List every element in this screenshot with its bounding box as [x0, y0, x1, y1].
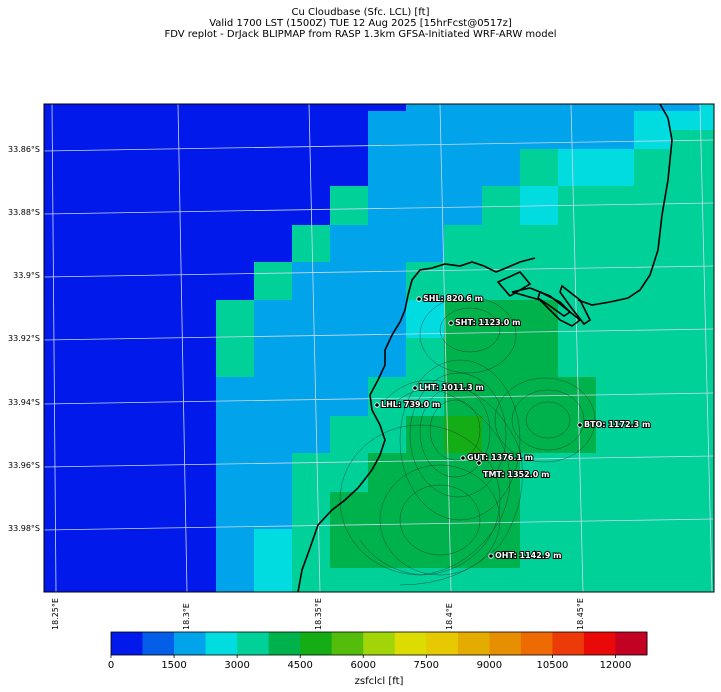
colorbar-tick-label: 7500: [413, 660, 440, 671]
colorbar-tick-label: 0: [107, 660, 115, 671]
station-marker: [460, 455, 466, 461]
station-label: LHL: 739.0 m: [381, 400, 440, 409]
station-marker: [488, 553, 494, 559]
station-label: TMT: 1352.0 m: [483, 470, 549, 479]
colorbar-frame: [110, 631, 648, 656]
station-marker: [412, 385, 418, 391]
lon-label: 18.35°E: [314, 598, 323, 630]
station-label: OHT: 1142.9 m: [495, 551, 562, 560]
station-label: SHL: 820.6 m: [423, 294, 483, 303]
lat-label: 33.96°S: [8, 461, 40, 470]
map-title-line-3: FDV replot - DrJack BLIPMAP from RASP 1.…: [164, 29, 557, 40]
graticule-lines: [43, 103, 715, 593]
cloudbase-grid-cells: [44, 104, 714, 592]
colorbar-label: zsfclcl [ft]: [354, 676, 404, 687]
colorbar: [110, 631, 648, 658]
map-title-line-1: Cu Cloudbase (Sfc. LCL) [ft]: [291, 7, 430, 18]
colorbar-tick-label: 10500: [536, 660, 569, 671]
station-label: BTO: 1172.3 m: [584, 420, 650, 429]
colorbar-segment: [174, 632, 207, 655]
station-marker: [476, 460, 482, 466]
colorbar-segment: [552, 632, 585, 655]
colorbar-segment: [489, 632, 522, 655]
colorbar-tick-label: 3000: [224, 660, 250, 671]
map-frame: [43, 103, 715, 593]
colorbar-tick-label: 12000: [599, 660, 632, 671]
colorbar-segment: [300, 632, 333, 655]
coastline: [297, 103, 673, 593]
lat-label: 33.86°S: [8, 145, 40, 154]
grid-cell: [216, 104, 700, 592]
grid-cell: [330, 492, 368, 568]
colorbar-segment: [142, 632, 175, 655]
colorbar-segment: [331, 632, 364, 655]
lon-label: 18.45°E: [576, 598, 585, 630]
station-label: LHT: 1011.3 m: [419, 383, 484, 392]
lat-label: 33.9°S: [13, 271, 40, 280]
grid-cell: [44, 104, 406, 592]
lat-label: 33.98°S: [8, 524, 40, 533]
station-marker: [374, 402, 380, 408]
colorbar-segment: [583, 632, 616, 655]
station-marker: [448, 320, 454, 326]
colorbar-segment: [426, 632, 459, 655]
lon-label: 18.25°E: [51, 598, 60, 630]
lon-label: 18.3°E: [182, 603, 191, 630]
colorbar-tick-label: 6000: [350, 660, 376, 671]
station-label: GUT: 1376.1 m: [467, 453, 533, 462]
lat-label: 33.88°S: [8, 208, 40, 217]
station-marker: [416, 296, 422, 302]
colorbar-segment: [457, 632, 490, 655]
lat-label: 33.92°S: [8, 334, 40, 343]
colorbar-segment: [394, 632, 427, 655]
grid-cell: [444, 416, 482, 453]
station-label: SHT: 1123.0 m: [455, 318, 520, 327]
map-title-line-2: Valid 1700 LST (1500Z) TUE 12 Aug 2025 […: [209, 18, 512, 29]
colorbar-segment: [268, 632, 301, 655]
colorbar-segment: [111, 632, 144, 655]
lat-label: 33.94°S: [8, 398, 40, 407]
terrain-contours: [339, 296, 596, 586]
lon-label: 18.4°E: [445, 603, 454, 630]
colorbar-segment: [205, 632, 238, 655]
station-marker: [577, 422, 583, 428]
colorbar-segment: [363, 632, 396, 655]
colorbar-tick-label: 1500: [161, 660, 187, 671]
colorbar-segment: [237, 632, 270, 655]
colorbar-segment: [615, 632, 648, 655]
station-markers: SHL: 820.6 m SHT: 1123.0 m LHT: 1011.3 m LH…: [374, 293, 651, 561]
colorbar-tick-label: 4500: [287, 660, 313, 671]
colorbar-segment: [520, 632, 553, 655]
colorbar-tick-label: 9000: [476, 660, 503, 671]
